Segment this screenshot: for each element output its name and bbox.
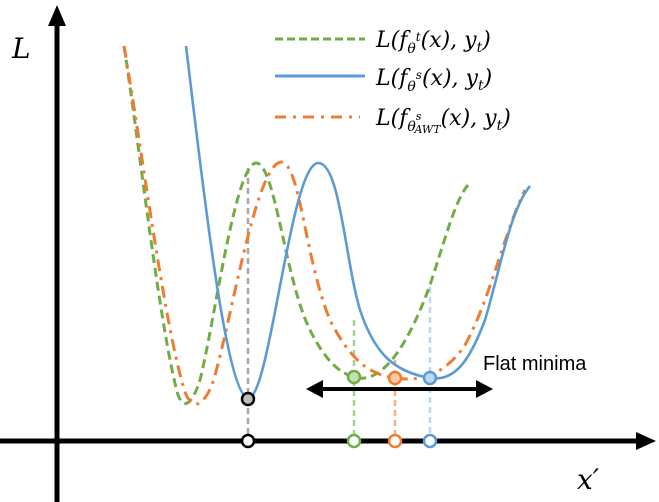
marker-gray-axis xyxy=(240,433,256,449)
marker-green-min xyxy=(346,369,362,385)
markers xyxy=(240,369,438,449)
axes xyxy=(0,5,656,502)
arrow-left-icon xyxy=(306,380,323,398)
x-axis-arrow-icon xyxy=(636,432,656,450)
marker-orange-min xyxy=(387,370,403,386)
curve-awt xyxy=(122,45,527,406)
curve-teacher xyxy=(122,45,470,405)
marker-blue-axis xyxy=(422,433,438,449)
marker-green-axis xyxy=(346,433,362,449)
legend-entry-teacher: L(fθt(x), yt) xyxy=(375,28,491,57)
flat-minima-arrow xyxy=(306,380,493,398)
curve-student xyxy=(184,45,531,400)
marker-orange-axis xyxy=(387,433,403,449)
legend-entry-student: L(fθs(x), yt) xyxy=(375,66,492,95)
arrow-right-icon xyxy=(476,380,493,398)
curves xyxy=(122,45,531,406)
legend-samples xyxy=(275,37,365,119)
x-axis-label: x′ xyxy=(577,463,600,496)
marker-blue-min xyxy=(422,370,438,386)
svg-text:L(fθs(x), yt): L(fθs(x), yt) xyxy=(375,66,492,95)
marker-gray-min xyxy=(240,391,256,407)
flat-minima-label: Flat minima xyxy=(483,353,587,375)
legend-entry-awt: L(fθs AWT(x), yt) xyxy=(375,106,511,136)
y-axis-label: L xyxy=(11,32,31,65)
svg-text:L(fθt(x), yt): L(fθt(x), yt) xyxy=(375,28,491,57)
y-axis-arrow-icon xyxy=(48,5,66,26)
